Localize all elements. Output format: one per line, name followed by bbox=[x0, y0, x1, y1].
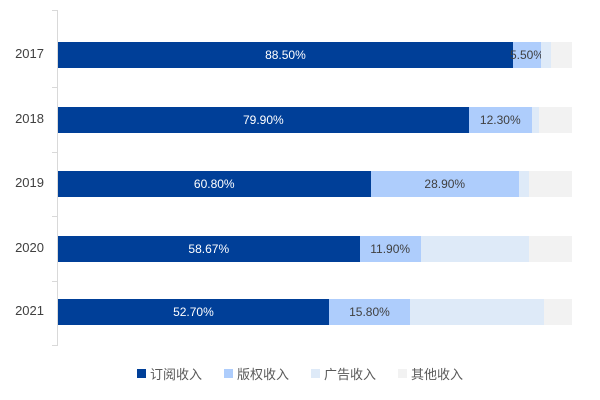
legend-swatch-icon bbox=[136, 369, 146, 378]
bar-segment bbox=[539, 107, 572, 133]
bar-segment: 58.67% bbox=[58, 236, 360, 262]
y-axis-line bbox=[57, 10, 58, 345]
data-label: 60.80% bbox=[193, 177, 235, 191]
bar-row-2021: 2021 52.70% 15.80% bbox=[0, 299, 600, 325]
legend-swatch-icon bbox=[311, 369, 320, 378]
bar-segment: 52.70% bbox=[58, 299, 329, 325]
bar-segment bbox=[543, 299, 572, 325]
bar-segment bbox=[529, 171, 572, 197]
axis-tick bbox=[52, 216, 58, 217]
legend-label: 订阅收入 bbox=[149, 367, 202, 382]
legend-item: 订阅收入 bbox=[136, 364, 202, 383]
bar-segment bbox=[551, 42, 572, 68]
stacked-bar: 79.90% 12.30% bbox=[58, 107, 572, 133]
stacked-bar: 60.80% 28.90% bbox=[58, 171, 572, 197]
bar-segment bbox=[528, 236, 572, 262]
bar-row-2020: 2020 58.67% 11.90% bbox=[0, 236, 600, 262]
bar-row-2018: 2018 79.90% 12.30% bbox=[0, 107, 600, 133]
legend-label: 版权收入 bbox=[236, 367, 289, 382]
data-label: 11.90% bbox=[370, 242, 411, 256]
axis-tick bbox=[52, 281, 58, 282]
bar-segment: 79.90% bbox=[58, 107, 469, 133]
bar-segment: 12.30% bbox=[468, 107, 532, 133]
bar-segment bbox=[541, 42, 552, 68]
legend-swatch-icon bbox=[398, 369, 408, 378]
bar-segment: 5.50% bbox=[510, 42, 545, 68]
bar-row-2019: 2019 60.80% 28.90% bbox=[0, 171, 600, 197]
data-label: 15.80% bbox=[349, 305, 390, 319]
category-label: 2017 bbox=[15, 46, 44, 61]
bar-segment bbox=[519, 171, 530, 197]
legend-label: 广告收入 bbox=[324, 367, 377, 382]
axis-tick bbox=[52, 10, 58, 11]
bar-segment bbox=[410, 299, 544, 325]
legend-swatch-icon bbox=[223, 369, 233, 378]
data-label: 58.67% bbox=[188, 242, 230, 256]
legend-item: 其他收入 bbox=[398, 364, 463, 383]
bar-segment bbox=[531, 107, 540, 133]
bar-segment: 15.80% bbox=[328, 299, 411, 325]
legend: 订阅收入 版权收入 广告收入 其他收入 bbox=[0, 364, 600, 383]
bar-segment: 11.90% bbox=[359, 236, 421, 262]
stacked-bar: 52.70% 15.80% bbox=[58, 299, 572, 325]
stacked-bar: 88.50% 5.50% bbox=[58, 42, 572, 68]
bar-segment bbox=[420, 236, 529, 262]
category-label: 2021 bbox=[15, 303, 44, 318]
data-label: 88.50% bbox=[265, 48, 306, 62]
data-label: 28.90% bbox=[424, 177, 466, 191]
category-label: 2020 bbox=[15, 240, 44, 255]
category-label: 2018 bbox=[15, 111, 44, 126]
legend-item: 广告收入 bbox=[311, 364, 376, 383]
category-label: 2019 bbox=[15, 175, 44, 190]
axis-tick bbox=[52, 87, 58, 88]
legend-item: 版权收入 bbox=[223, 364, 289, 383]
data-label: 12.30% bbox=[479, 113, 521, 127]
bar-segment: 88.50% bbox=[58, 42, 513, 68]
data-label: 5.50% bbox=[510, 48, 545, 62]
axis-tick bbox=[52, 152, 58, 153]
axis-tick bbox=[52, 345, 58, 346]
data-label: 79.90% bbox=[242, 113, 284, 127]
bar-segment: 60.80% bbox=[58, 171, 371, 197]
stacked-bar: 58.67% 11.90% bbox=[58, 236, 572, 262]
bar-row-2017: 2017 88.50% 5.50% bbox=[0, 42, 600, 68]
bar-segment: 28.90% bbox=[370, 171, 520, 197]
data-label: 52.70% bbox=[173, 305, 214, 319]
legend-label: 其他收入 bbox=[411, 367, 464, 382]
